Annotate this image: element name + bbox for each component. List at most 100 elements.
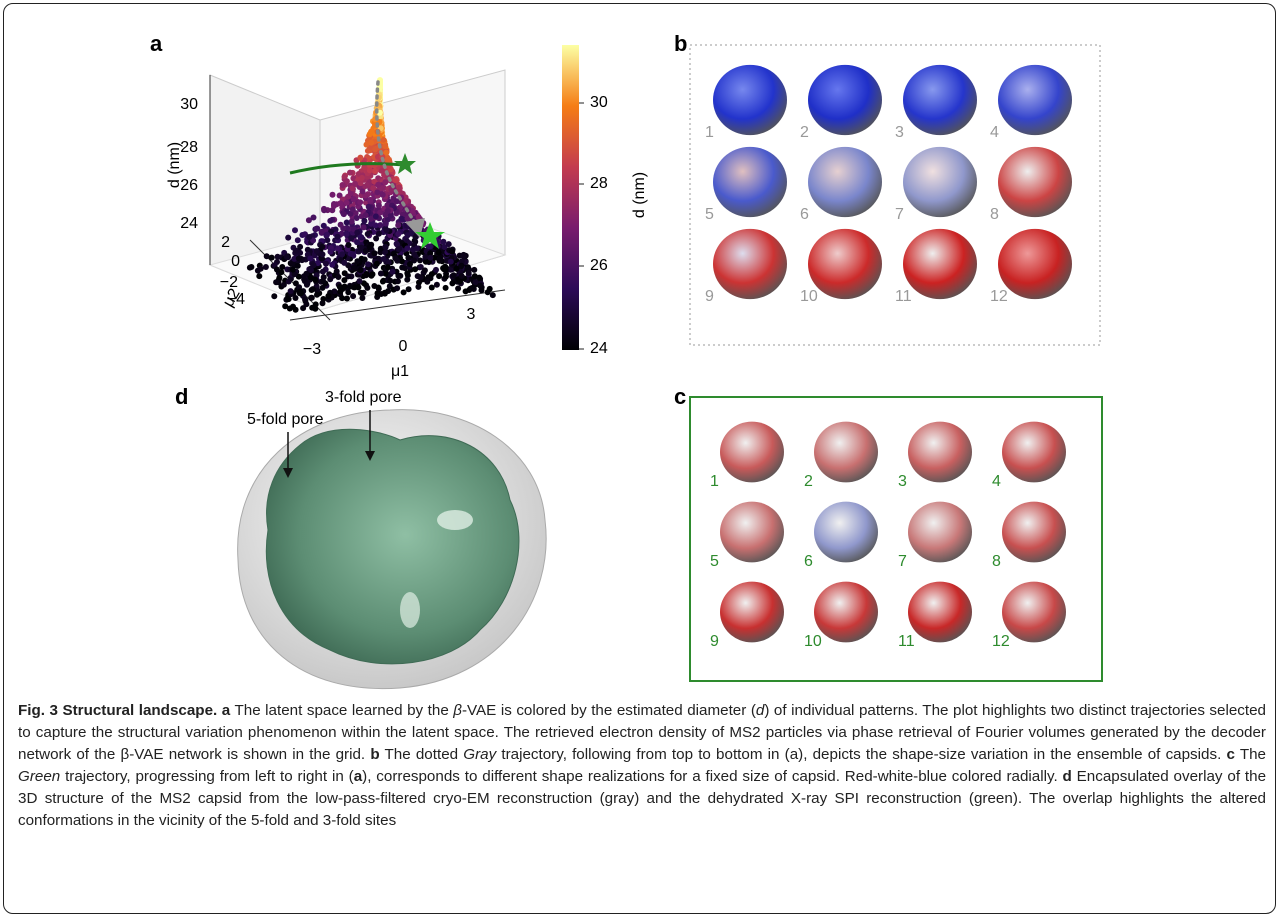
scatter-point — [406, 286, 412, 292]
colorbar-tick-label: 24 — [590, 340, 608, 357]
caption-title: Fig. 3 Structural landscape. — [18, 702, 217, 719]
scatter-point — [307, 256, 313, 262]
panel-d: d 5-fold pore 3-fold pore — [175, 384, 546, 689]
item-label: 5 — [705, 206, 714, 223]
z-tick-label: 30 — [180, 96, 198, 113]
scatter-point — [341, 211, 347, 217]
scatter-point — [382, 290, 388, 296]
scatter-point — [320, 269, 326, 275]
scatter-point — [379, 168, 385, 174]
scatter-point — [390, 269, 396, 275]
scatter-point — [372, 168, 378, 174]
scatter-point — [448, 259, 454, 265]
y-tick-label: −2 — [220, 274, 238, 291]
scatter-point — [357, 155, 363, 161]
scatter-point — [344, 200, 350, 206]
scatter-point — [471, 267, 477, 273]
scatter-point — [443, 267, 449, 273]
scatter-point — [288, 288, 294, 294]
caption-text: d — [1063, 768, 1072, 785]
scatter-point — [310, 286, 316, 292]
scatter-point — [332, 202, 338, 208]
caption-text: trajectory, following from top to bottom… — [496, 746, 1226, 763]
colorbar-tick-label: 30 — [590, 94, 608, 111]
capsid — [713, 229, 787, 299]
caption-text: b — [370, 746, 379, 763]
scatter-point — [354, 258, 360, 264]
scatter-point — [387, 278, 393, 284]
z-tick-label: 28 — [180, 139, 198, 156]
scatter-point — [414, 245, 420, 251]
caption: Fig. 3 Structural landscape. a The laten… — [18, 700, 1266, 832]
scatter-point — [455, 286, 461, 292]
item-label: 6 — [804, 553, 813, 570]
scatter-point — [258, 266, 264, 272]
scatter-point — [461, 253, 467, 259]
scatter-point — [351, 265, 357, 271]
scatter-point — [340, 182, 346, 188]
scatter-point — [372, 147, 378, 153]
scatter-point — [311, 215, 317, 221]
scatter-point — [466, 270, 472, 276]
scatter-point — [339, 251, 345, 257]
scatter-point — [476, 275, 482, 281]
x-tick-label: 3 — [467, 306, 476, 323]
item-label: 3 — [895, 124, 904, 141]
scatter-point — [282, 303, 288, 309]
scatter-point — [446, 241, 452, 247]
scatter-point — [382, 143, 388, 149]
annotation: 3-fold pore — [325, 389, 402, 406]
item-label: 2 — [800, 124, 809, 141]
scatter-point — [357, 278, 363, 284]
scatter-point — [349, 219, 355, 225]
highlight — [400, 592, 420, 628]
scatter-point — [303, 271, 309, 277]
scatter-point — [350, 251, 356, 257]
item-label: 10 — [804, 633, 822, 650]
scatter-point — [359, 175, 365, 181]
scatter-point — [399, 265, 405, 271]
capsid — [908, 582, 972, 643]
scatter-point — [348, 235, 354, 241]
scatter-point — [358, 267, 364, 273]
caption-text: a — [222, 702, 230, 719]
scatter-point — [247, 265, 253, 271]
scatter-point — [365, 261, 371, 267]
scatter-point — [337, 200, 343, 206]
capsid — [808, 65, 882, 135]
scatter-point — [284, 254, 290, 260]
scatter-point — [443, 274, 449, 280]
scatter-point — [319, 229, 325, 235]
scatter-point — [367, 131, 373, 137]
scatter-point — [382, 244, 388, 250]
caption-text: c — [1226, 746, 1234, 763]
scatter-point — [477, 283, 483, 289]
panel-label: c — [674, 384, 686, 409]
caption-text: Gray — [463, 746, 496, 763]
capsid — [903, 229, 977, 299]
scatter-point — [408, 230, 414, 236]
capsid — [908, 502, 972, 563]
scatter-point — [407, 261, 413, 267]
scatter-point — [295, 263, 301, 269]
scatter-point — [320, 285, 326, 291]
scatter-point — [382, 179, 388, 185]
scatter-point — [312, 277, 318, 283]
scatter-point — [376, 231, 382, 237]
capsid — [720, 502, 784, 563]
caption-text: trajectory, progressing from left to rig… — [60, 768, 353, 785]
capsid — [814, 582, 878, 643]
colorbar-label: d (nm) — [631, 172, 648, 218]
capsid — [908, 422, 972, 483]
scatter-point — [269, 255, 275, 261]
scatter-point — [405, 255, 411, 261]
scatter-point — [293, 307, 299, 313]
scatter-point — [396, 246, 402, 252]
caption-text: β — [453, 702, 462, 719]
scatter-point — [404, 277, 410, 283]
item-label: 10 — [800, 288, 818, 305]
item-label: 9 — [705, 288, 714, 305]
capsid — [903, 65, 977, 135]
caption-text: a — [354, 768, 362, 785]
